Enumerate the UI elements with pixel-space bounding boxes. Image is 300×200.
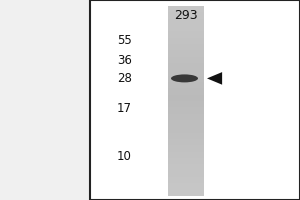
Bar [168, 145, 204, 152]
Bar [168, 12, 204, 19]
Bar [90, 0, 300, 200]
Bar [168, 6, 204, 12]
Bar [168, 94, 204, 101]
Bar [168, 63, 204, 69]
Bar [168, 37, 204, 44]
Text: 55: 55 [117, 33, 132, 46]
Bar [168, 101, 204, 107]
Bar [168, 151, 204, 158]
Bar [168, 69, 204, 76]
Text: 17: 17 [117, 102, 132, 116]
Bar [168, 183, 204, 190]
Text: 36: 36 [117, 53, 132, 66]
Bar [168, 177, 204, 183]
Text: 28: 28 [117, 72, 132, 86]
Bar [168, 120, 204, 126]
Ellipse shape [171, 74, 198, 82]
Bar [168, 113, 204, 120]
Bar [168, 107, 204, 114]
Bar [168, 132, 204, 139]
Bar [168, 158, 204, 164]
Bar [168, 189, 204, 196]
Bar [168, 139, 204, 145]
Polygon shape [207, 72, 222, 85]
Text: 293: 293 [174, 9, 198, 22]
Bar [168, 18, 204, 25]
Bar [168, 75, 204, 82]
Bar [168, 44, 204, 50]
Bar [168, 82, 204, 88]
Bar [168, 126, 204, 133]
Bar [168, 88, 204, 95]
Bar [168, 31, 204, 38]
Bar [168, 170, 204, 177]
Bar [168, 25, 204, 31]
Text: 10: 10 [117, 150, 132, 162]
Bar [168, 164, 204, 171]
Bar [168, 56, 204, 63]
Bar [168, 50, 204, 57]
